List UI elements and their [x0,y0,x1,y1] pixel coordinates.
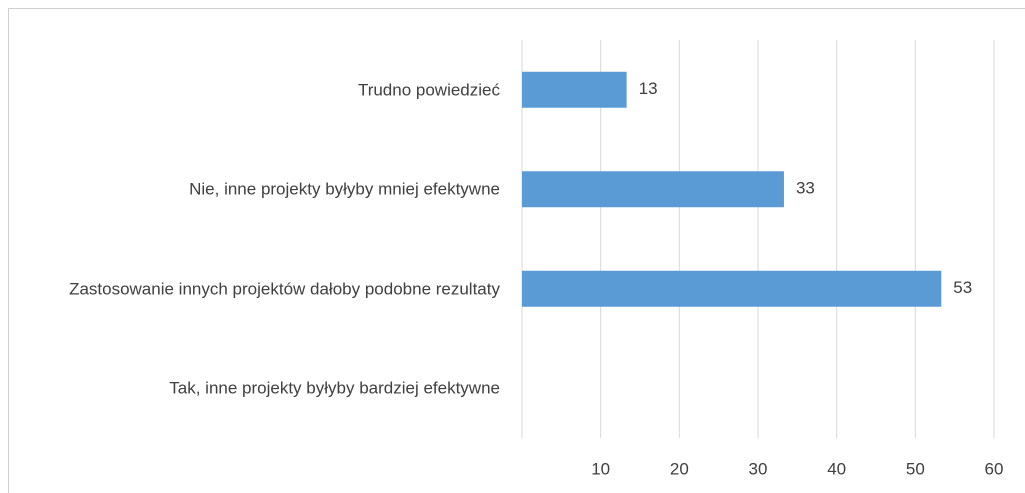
x-tick-label: 50 [906,459,925,478]
y-tick-label: Trudno powiedzieć [357,80,500,100]
x-tick-label: 60 [985,459,1004,478]
y-tick-label-box: Trudno powiedzieć [10,78,500,101]
bar [522,270,942,307]
chart-frame [8,8,1025,493]
y-tick-label: Zastosowanie innych projektów dałoby pod… [69,279,500,299]
data-label: 13 [639,79,658,98]
bar [522,171,784,208]
x-tick-label: 20 [670,459,689,478]
y-tick-label: Nie, inne projekty byłyby mniej efektywn… [189,179,500,199]
bar [522,71,627,108]
y-tick-label-box: Nie, inne projekty byłyby mniej efektywn… [10,178,500,201]
data-label: 53 [953,278,972,297]
y-tick-label-box: Tak, inne projekty byłyby bardziej efekt… [10,377,500,400]
x-tick-label: 30 [749,459,768,478]
x-tick-label: 10 [591,459,610,478]
data-label: 33 [796,179,815,198]
y-tick-label-box: Zastosowanie innych projektów dałoby pod… [10,277,500,300]
x-tick-label: 40 [827,459,846,478]
y-tick-label: Tak, inne projekty byłyby bardziej efekt… [169,378,500,398]
